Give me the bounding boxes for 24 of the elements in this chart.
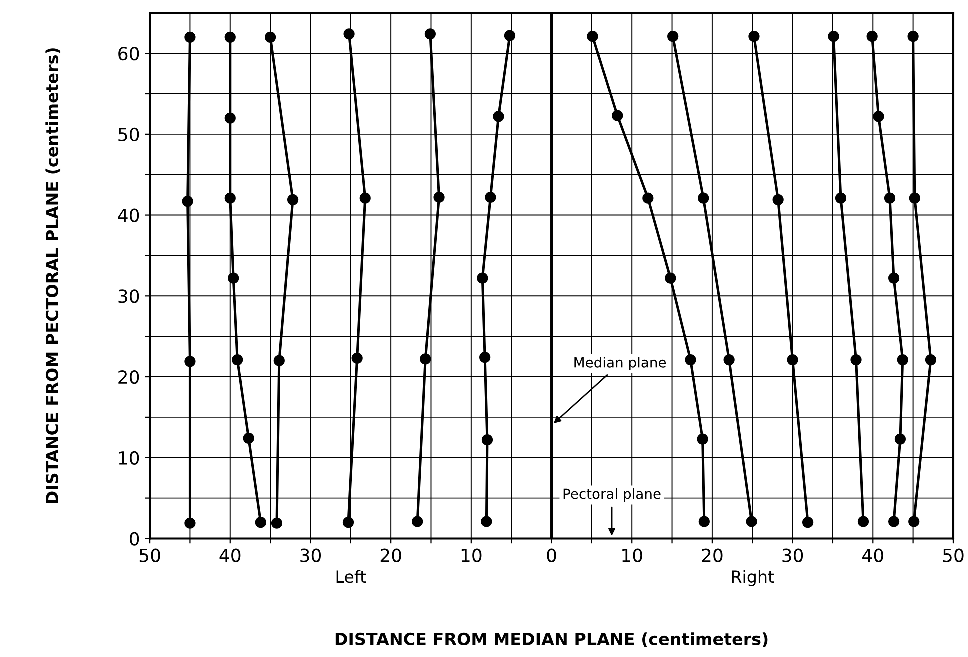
x-tick-label: 40 [862,548,884,562]
x-tick-label: 50 [943,548,964,562]
x-tick-label: 30 [300,548,322,562]
x-tick-label: 10 [462,548,482,562]
y-tick-label: 40 [118,208,140,222]
y-tick-label: 60 [118,47,140,61]
x-tick-label: 10 [622,548,642,562]
y-axis-title: DISTANCE FROM PECTORAL PLANE (centimeters) [46,48,61,504]
y-tick-label: 10 [119,451,140,465]
x-tick-label: 20 [380,548,402,562]
annotation: Median plane [574,357,666,371]
text: Right [732,570,774,586]
y-tick-label: 20 [118,370,140,384]
annotation: Pectoral plane [564,488,661,502]
x-tick-label: 50 [140,548,160,562]
text: Left [336,570,366,584]
x-tick-label: 40 [220,548,241,562]
y-tick-label: 0 [130,532,140,546]
x-tick-label: 30 [782,548,804,562]
y-tick-label: 30 [118,290,140,304]
x-tick-label: 20 [702,548,723,562]
x-axis-title: DISTANCE FROM MEDIAN PLANE (centimeters) [336,632,768,648]
y-tick-label: 50 [118,128,140,142]
x-tick-label: 0 [547,548,556,562]
